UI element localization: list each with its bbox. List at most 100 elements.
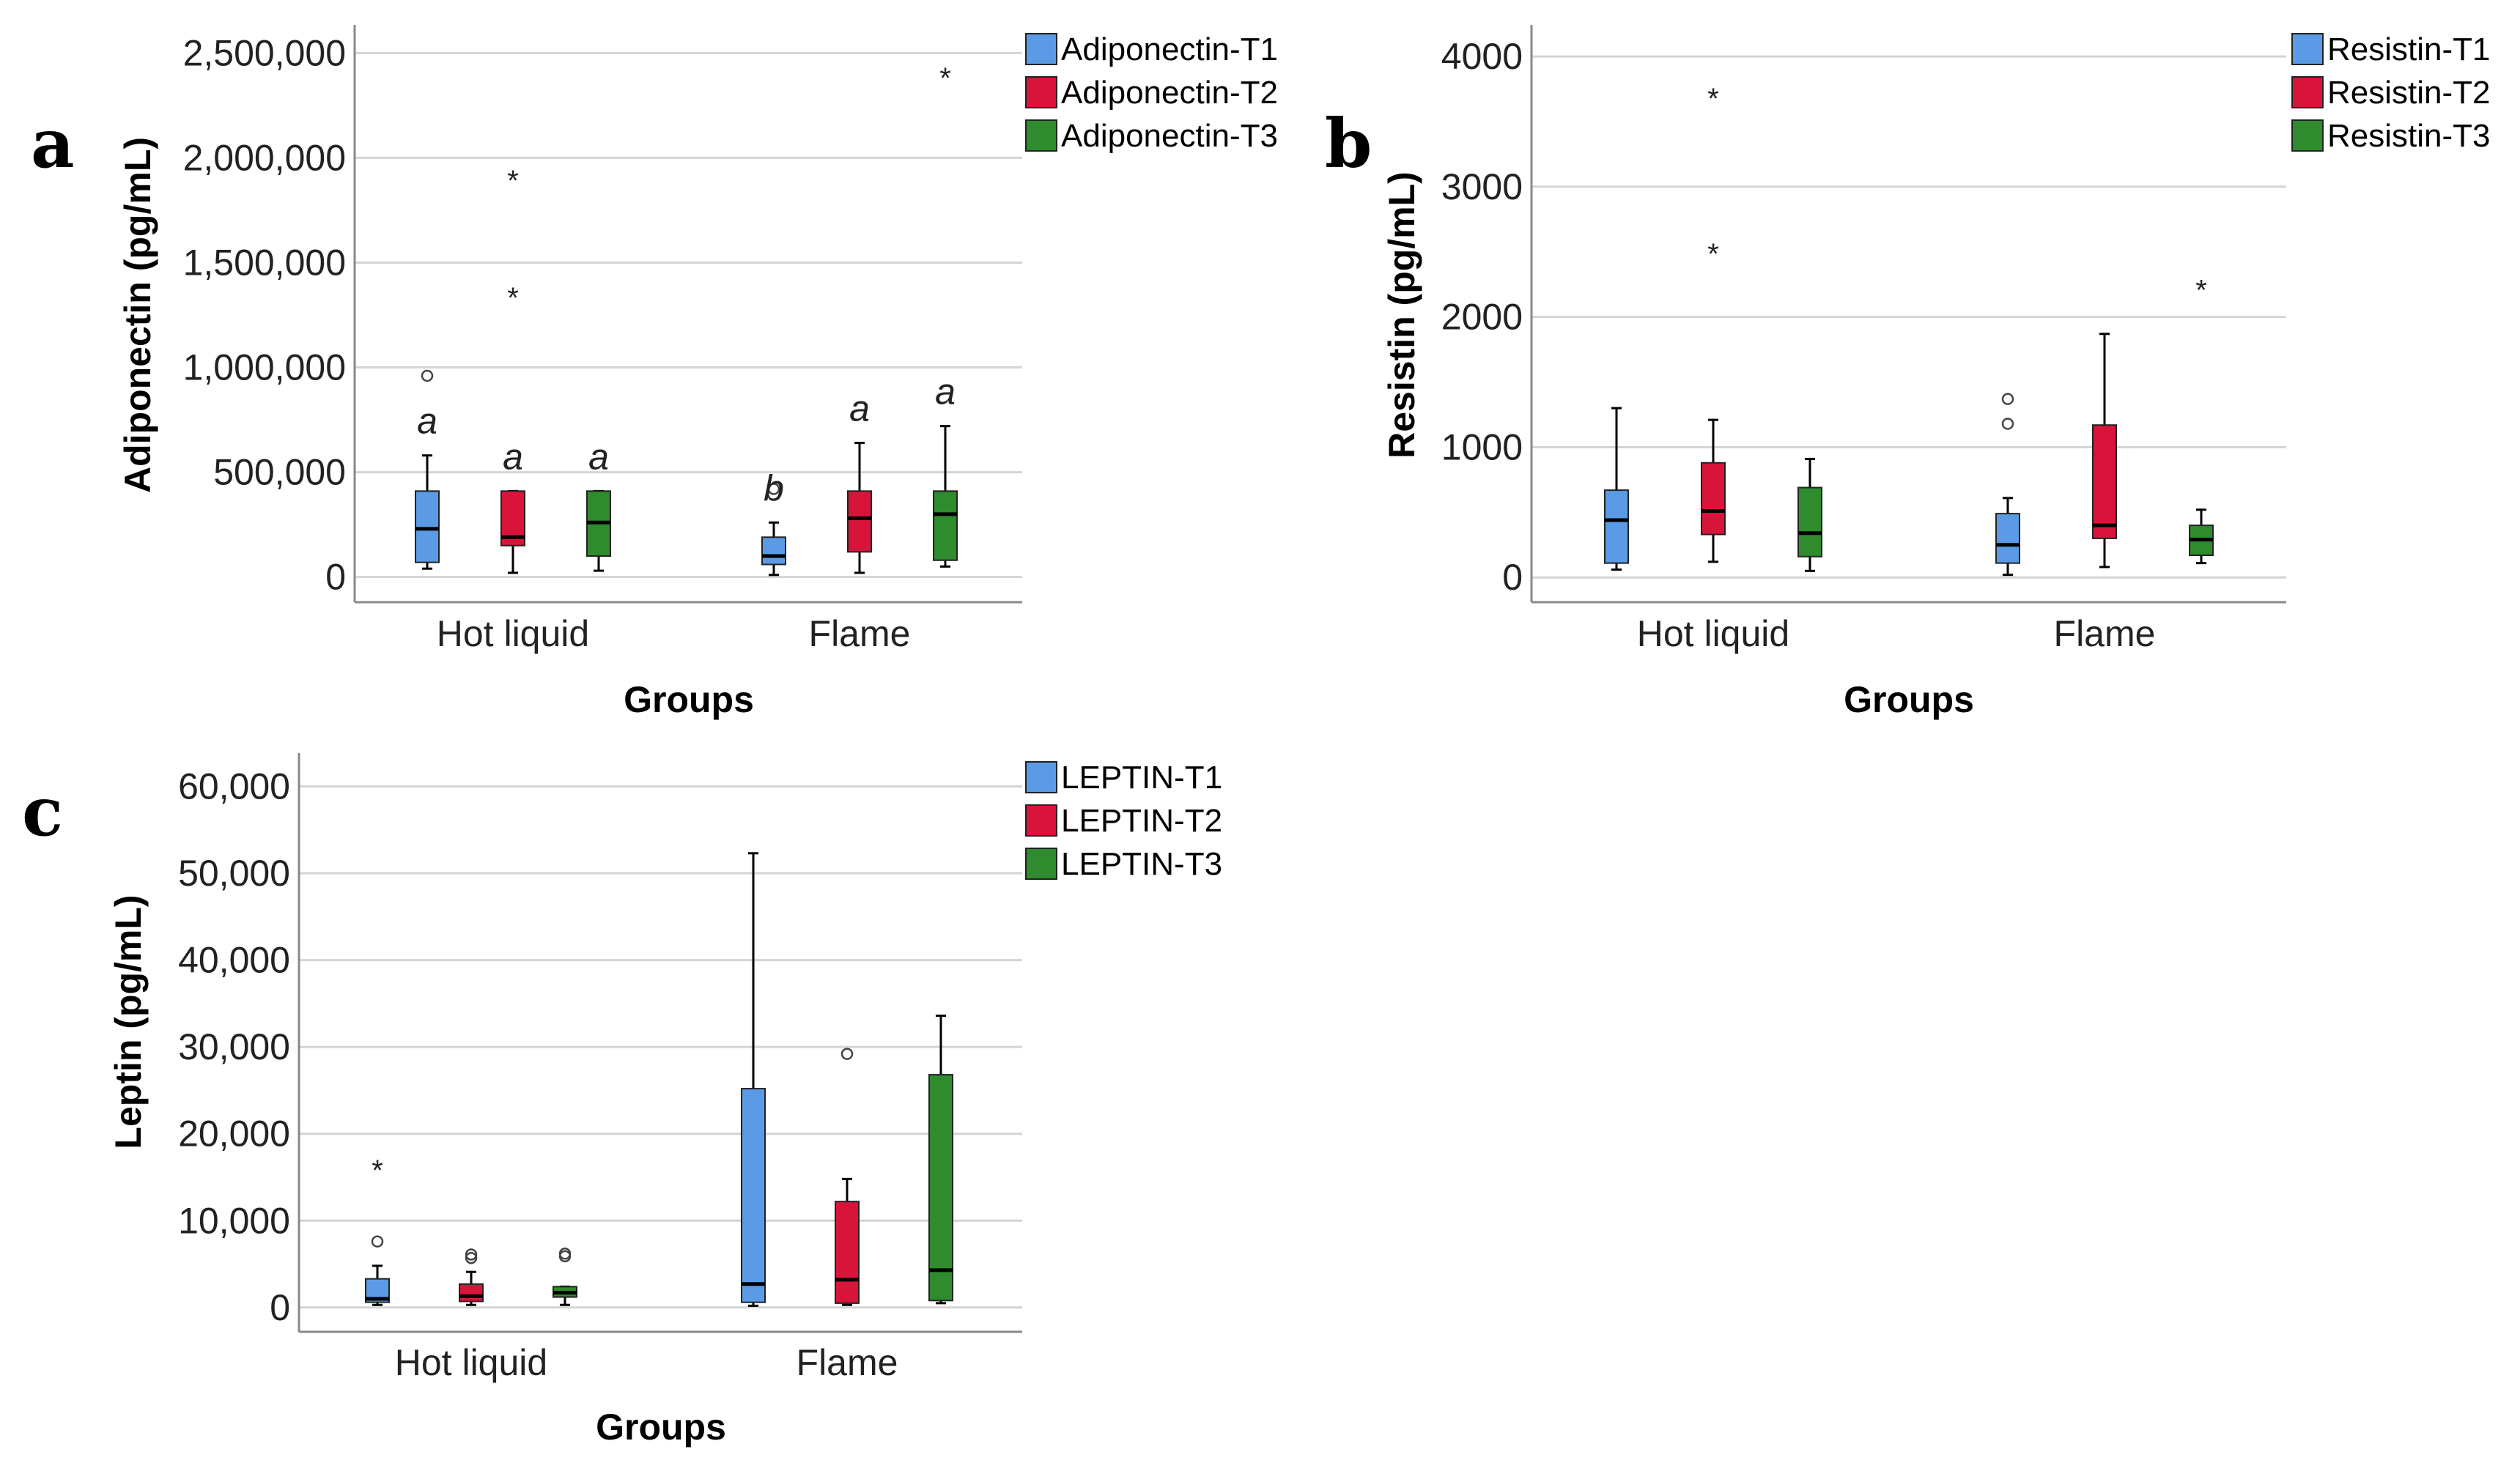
x-tick-label: Flame bbox=[809, 613, 911, 654]
x-tick-label: Hot liquid bbox=[395, 1342, 547, 1383]
significance-letter: b bbox=[764, 467, 784, 508]
outlier-star: * bbox=[507, 282, 519, 314]
legend-swatch bbox=[1025, 76, 1057, 108]
legend-swatch bbox=[1025, 33, 1057, 65]
outlier-star: * bbox=[2195, 275, 2207, 307]
legend-swatch bbox=[1025, 804, 1057, 837]
panel-letter: b bbox=[1325, 104, 1372, 183]
y-tick-label: 2000 bbox=[1441, 297, 1523, 338]
box-iqr bbox=[1604, 489, 1629, 564]
x-axis-title: Groups bbox=[624, 679, 754, 720]
box-iqr bbox=[928, 1074, 953, 1302]
significance-letter: a bbox=[503, 436, 523, 477]
outlier-circle bbox=[2001, 393, 2014, 405]
y-tick-label: 0 bbox=[325, 557, 346, 598]
y-tick-label: 3000 bbox=[1441, 166, 1523, 207]
box-iqr bbox=[761, 536, 786, 566]
box-LEPTIN-T3-hot-liquid bbox=[553, 1248, 577, 1306]
x-axis-title: Groups bbox=[596, 1407, 726, 1448]
significance-letter: a bbox=[935, 371, 956, 412]
box-iqr bbox=[2092, 424, 2117, 539]
box-iqr bbox=[741, 1088, 766, 1303]
box-Resistin-T3-flame: * bbox=[2189, 275, 2214, 565]
panel-letter: c bbox=[22, 772, 63, 851]
y-tick-label: 2,000,000 bbox=[183, 137, 346, 178]
outlier-star: * bbox=[1707, 238, 1719, 270]
chart-panel-c: c 0 10,000 20,000 30,000 40,000 50,000 60,000 Ho… bbox=[22, 753, 1222, 1448]
legend-label: Resistin-T3 bbox=[2327, 118, 2491, 154]
y-axis-title: Leptin (pg/mL) bbox=[108, 894, 149, 1149]
x-tick-label: Flame bbox=[2054, 613, 2156, 654]
box-iqr bbox=[847, 490, 872, 553]
legend-label: Resistin-T1 bbox=[2327, 32, 2491, 67]
box-Adiponectin-T2-flame: a bbox=[847, 388, 872, 574]
y-tick-label: 2,500,000 bbox=[183, 32, 346, 73]
outlier-circle bbox=[558, 1248, 572, 1260]
outlier-star: * bbox=[939, 62, 951, 95]
box-Resistin-T1-hot-liquid bbox=[1604, 407, 1629, 571]
outlier-circle bbox=[767, 483, 780, 495]
box-iqr bbox=[835, 1201, 860, 1304]
box-LEPTIN-T1-hot-liquid: * bbox=[365, 1155, 390, 1306]
legend-label: Adiponectin-T3 bbox=[1061, 118, 1278, 154]
box-iqr bbox=[415, 490, 440, 563]
legend-swatch bbox=[2291, 76, 2324, 108]
box-Resistin-T3-hot-liquid bbox=[1797, 457, 1822, 572]
x-axis-title: Groups bbox=[1844, 679, 1974, 720]
outlier-circle bbox=[465, 1248, 478, 1261]
box-iqr bbox=[1995, 513, 2020, 564]
outlier-circle bbox=[840, 1048, 854, 1060]
y-axis-title: Adiponectin (pg/mL) bbox=[117, 137, 158, 493]
y-tick-label: 10,000 bbox=[178, 1200, 290, 1241]
x-tick-label: Flame bbox=[797, 1342, 898, 1383]
y-tick-label: 1000 bbox=[1441, 426, 1523, 467]
box-Adiponectin-T2-hot-liquid: * * a bbox=[500, 165, 525, 574]
outlier-star: * bbox=[1707, 83, 1719, 115]
box-iqr bbox=[933, 490, 958, 561]
legend-swatch bbox=[2291, 33, 2324, 65]
box-Resistin-T2-hot-liquid: ** bbox=[1701, 83, 1726, 563]
box-Adiponectin-T1-flame: b bbox=[761, 467, 786, 577]
significance-letter: a bbox=[588, 436, 609, 477]
outlier-circle bbox=[371, 1235, 384, 1248]
box-LEPTIN-T2-hot-liquid bbox=[459, 1248, 484, 1306]
x-tick-label: Hot liquid bbox=[437, 613, 589, 654]
y-tick-label: 60,000 bbox=[178, 766, 290, 807]
legend-label: Adiponectin-T2 bbox=[1061, 75, 1278, 111]
x-tick-label: Hot liquid bbox=[1637, 613, 1789, 654]
legend-label: LEPTIN-T1 bbox=[1061, 760, 1222, 796]
y-tick-label: 0 bbox=[1502, 557, 1523, 598]
box-LEPTIN-T2-flame bbox=[835, 1048, 860, 1306]
box-iqr bbox=[1797, 486, 1822, 557]
box-Resistin-T1-flame bbox=[1995, 393, 2020, 577]
outlier-circle bbox=[2001, 418, 2014, 430]
legend-label: Adiponectin-T1 bbox=[1061, 32, 1278, 67]
outlier-star: * bbox=[372, 1155, 383, 1187]
box-iqr bbox=[459, 1283, 484, 1303]
chart-panel-b: b 0 1000 2000 3000 4000 Hot liquid Flame Groups R… bbox=[1325, 25, 2491, 720]
y-tick-label: 4000 bbox=[1441, 36, 1523, 77]
y-tick-label: 20,000 bbox=[178, 1114, 290, 1155]
y-tick-label: 1,500,000 bbox=[183, 242, 346, 283]
legend-label: LEPTIN-T2 bbox=[1061, 803, 1222, 839]
legend-label: Resistin-T2 bbox=[2327, 75, 2491, 111]
outlier-circle bbox=[421, 369, 434, 382]
y-tick-label: 500,000 bbox=[213, 452, 346, 493]
y-tick-label: 1,000,000 bbox=[183, 347, 346, 388]
y-tick-label: 40,000 bbox=[178, 940, 290, 981]
chart-panel-a: a 0 500,000 1,000,000 1,500,000 2,000,000 2,50… bbox=[31, 25, 1278, 720]
legend-swatch bbox=[1025, 761, 1057, 793]
panel-letter: a bbox=[31, 104, 75, 183]
legend-swatch bbox=[1025, 848, 1057, 880]
box-LEPTIN-T3-flame bbox=[928, 1014, 953, 1305]
legend-swatch bbox=[2291, 119, 2324, 152]
outlier-star: * bbox=[507, 165, 519, 197]
legend-swatch bbox=[1025, 119, 1057, 152]
significance-letter: a bbox=[417, 401, 437, 442]
significance-letter: a bbox=[849, 388, 870, 429]
y-tick-label: 50,000 bbox=[178, 853, 290, 894]
box-Adiponectin-T3-hot-liquid: a bbox=[586, 436, 611, 572]
legend-label: LEPTIN-T3 bbox=[1061, 846, 1222, 882]
box-LEPTIN-T1-flame bbox=[741, 852, 766, 1307]
